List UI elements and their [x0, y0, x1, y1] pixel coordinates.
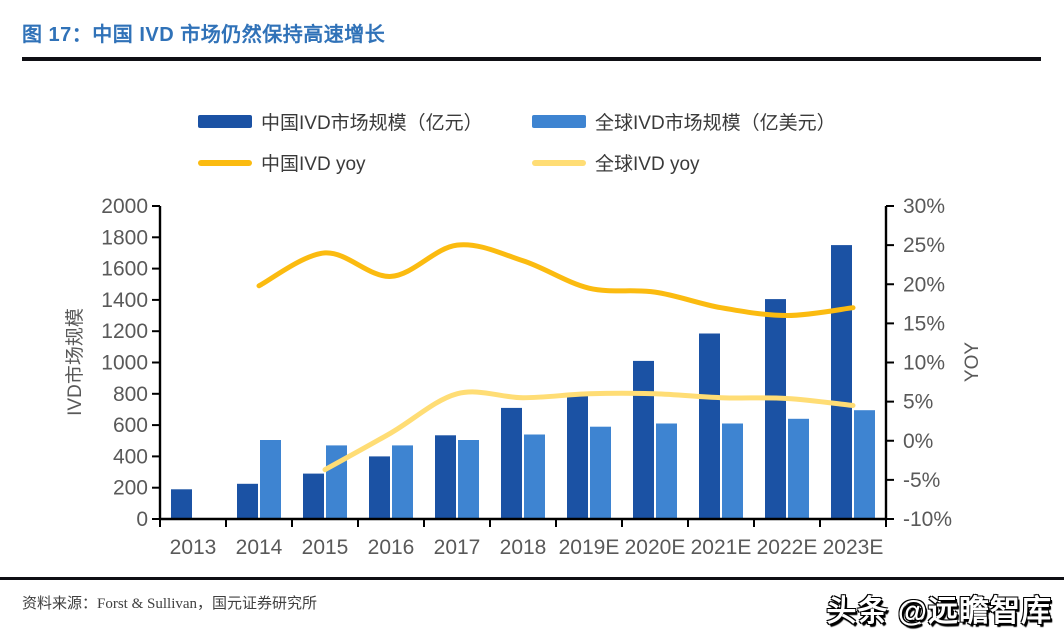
category-label: 2022E [757, 536, 818, 559]
bar [369, 456, 390, 519]
left-tick-label: 200 [113, 477, 148, 500]
bar [260, 440, 281, 519]
left-tick-label: 2000 [101, 195, 148, 218]
right-tick-label: 30% [903, 195, 945, 218]
legend-label: 中国IVD yoy [261, 154, 366, 175]
legend-label: 全球IVD市场规模（亿美元） [595, 113, 836, 134]
left-tick-label: 1200 [101, 320, 148, 343]
bar [765, 299, 786, 519]
title-divider [22, 57, 1041, 61]
right-tick-label: -10% [903, 508, 952, 531]
bar [435, 435, 456, 519]
legend-item-global-yoy: 全球IVD yoy [532, 149, 700, 176]
bar [458, 440, 479, 519]
axes-layer: 0 200 400 600 800 1000 1200 1400 1600 1800 2000 -10… [101, 195, 952, 559]
line-series [322, 389, 856, 473]
line-series [256, 242, 856, 318]
bar [699, 333, 720, 519]
source-note: 资料来源：Forst & Sullivan，国元证券研究所 [22, 596, 318, 612]
right-tick-label: 15% [903, 312, 945, 335]
right-tick-label: 25% [903, 234, 945, 257]
bar [567, 395, 588, 519]
bar [590, 426, 611, 519]
footer-divider [0, 577, 1064, 580]
left-tick-label: 1000 [101, 352, 148, 375]
legend-item-china-yoy: 中国IVD yoy [198, 149, 366, 176]
bar [326, 445, 347, 519]
left-tick-label: 1400 [101, 289, 148, 312]
category-label: 2014 [236, 536, 283, 559]
bar [524, 434, 545, 519]
legend-label: 中国IVD市场规模（亿元） [261, 113, 483, 134]
category-label: 2019E [559, 536, 620, 559]
legend-item-global-bar: 全球IVD市场规模（亿美元） [532, 108, 836, 135]
category-label: 2017 [434, 536, 481, 559]
bars-layer [171, 245, 875, 519]
watermark-logo: 头条 @远瞻智库 [826, 595, 1052, 628]
bar [303, 473, 324, 519]
bar [831, 245, 852, 519]
bar [392, 445, 413, 519]
right-tick-label: 10% [903, 352, 945, 375]
bar [788, 418, 809, 519]
category-label: 2015 [302, 536, 349, 559]
legend-swatch-china-bar [198, 115, 252, 128]
bar [854, 410, 875, 519]
left-axis-title: IVD市场规模 [65, 308, 86, 416]
right-tick-label: 20% [903, 273, 945, 296]
legend-swatch-china-yoy-line [198, 159, 252, 166]
right-tick-label: -5% [903, 469, 940, 492]
category-label: 2016 [368, 536, 415, 559]
bar [722, 423, 743, 519]
right-tick-label: 0% [903, 430, 933, 453]
figure-title: 图 17：中国 IVD 市场仍然保持高速增长 [22, 24, 386, 46]
left-tick-label: 800 [113, 383, 148, 406]
category-label: 2018 [500, 536, 547, 559]
legend-item-china-bar: 中国IVD市场规模（亿元） [198, 108, 483, 135]
legend-swatch-global-yoy-line [532, 159, 586, 166]
left-tick-label: 400 [113, 445, 148, 468]
left-tick-label: 1800 [101, 226, 148, 249]
category-label: 2021E [691, 536, 752, 559]
left-tick-label: 1600 [101, 258, 148, 281]
category-label: 2013 [170, 536, 217, 559]
left-tick-label: 0 [136, 508, 148, 531]
lines-layer [256, 242, 856, 473]
bar [656, 423, 677, 519]
left-tick-label: 600 [113, 414, 148, 437]
right-tick-label: 5% [903, 391, 933, 414]
category-label: 2023E [823, 536, 884, 559]
right-axis-title: YOY [962, 341, 983, 383]
bar [633, 360, 654, 519]
legend-label: 全球IVD yoy [595, 154, 700, 175]
legend-swatch-global-bar [532, 115, 586, 128]
category-label: 2020E [625, 536, 686, 559]
bar [501, 407, 522, 519]
bar [171, 489, 192, 519]
bar [237, 483, 258, 519]
